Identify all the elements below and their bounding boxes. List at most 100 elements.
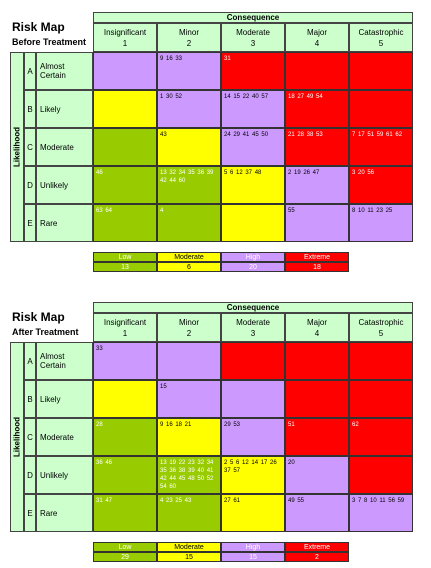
risk-cell	[221, 342, 285, 380]
row-name: Rare	[36, 494, 93, 532]
column-name: Major	[306, 318, 327, 327]
legend-label: Low	[93, 542, 157, 552]
risk-cell: 2 5 6 12 14 17 26 37 57	[221, 456, 285, 494]
legend-label: Extreme	[285, 542, 349, 552]
risk-cell: 31 47	[93, 494, 157, 532]
row-letter: B	[24, 380, 36, 418]
legend-label: Moderate	[157, 252, 221, 262]
legend-count: 20	[221, 262, 285, 272]
row-name: Almost Certain	[36, 342, 93, 380]
risk-cell: 62	[349, 418, 413, 456]
column-number: 2	[186, 329, 192, 338]
risk-cell	[93, 90, 157, 128]
column-name: Catastrophic	[358, 28, 404, 37]
risk-cell: 7 17 51 59 61 62	[349, 128, 413, 166]
risk-cell: 14 15 22 40 57	[221, 90, 285, 128]
likelihood-text: Likelihood	[12, 127, 22, 167]
column-name: Minor	[178, 28, 199, 37]
row-name: Moderate	[36, 418, 93, 456]
column-header: Minor 2	[157, 23, 221, 52]
column-name: Insignificant	[103, 28, 147, 37]
risk-cell	[157, 342, 221, 380]
column-header: Insignificant 1	[93, 23, 157, 52]
risk-cell: 43	[157, 128, 221, 166]
risk-cell: 9 16 18 21	[157, 418, 221, 456]
risk-cell: 4 23 25 43	[157, 494, 221, 532]
column-name: Minor	[178, 318, 199, 327]
map-title: Risk Map	[12, 20, 65, 34]
map-subtitle: After Treatment	[12, 327, 79, 337]
legend-label: High	[221, 542, 285, 552]
risk-cell	[349, 456, 413, 494]
risk-cell: 29 53	[221, 418, 285, 456]
risk-cell: 36 46	[93, 456, 157, 494]
risk-cell: 4	[157, 204, 221, 242]
row-name: Rare	[36, 204, 93, 242]
column-name: Catastrophic	[358, 318, 404, 327]
column-number: 4	[314, 329, 320, 338]
risk-cell: 21 28 38 53	[285, 128, 349, 166]
row-letter: A	[24, 52, 36, 90]
legend-label: Extreme	[285, 252, 349, 262]
risk-cell: 9 16 33	[157, 52, 221, 90]
map-subtitle: Before Treatment	[12, 37, 87, 47]
column-header: Catastrophic 5	[349, 313, 413, 342]
likelihood-text: Likelihood	[12, 417, 22, 457]
likelihood-label: Likelihood	[10, 342, 24, 532]
risk-cell: 13 19 22 23 32 34 35 36 38 39 40 41 42 4…	[157, 456, 221, 494]
risk-cell: 2 19 26 47	[285, 166, 349, 204]
consequence-header: Consequence	[93, 12, 413, 23]
risk-cell	[285, 52, 349, 90]
risk-cell: 1 30 52	[157, 90, 221, 128]
row-letter: D	[24, 166, 36, 204]
risk-cell	[221, 380, 285, 418]
legend-count: 6	[157, 262, 221, 272]
column-name: Major	[306, 28, 327, 37]
legend-count: 2	[285, 552, 349, 562]
column-number: 3	[250, 329, 256, 338]
risk-cell: 55	[285, 204, 349, 242]
column-number: 4	[314, 39, 320, 48]
risk-cell	[285, 380, 349, 418]
risk-cell	[221, 204, 285, 242]
row-letter: D	[24, 456, 36, 494]
legend-count: 18	[285, 262, 349, 272]
risk-cell: 63 64	[93, 204, 157, 242]
risk-cell: 31	[221, 52, 285, 90]
column-header: Moderate 3	[221, 313, 285, 342]
risk-cell: 8 10 11 23 25	[349, 204, 413, 242]
risk-cell: 18 27 49 54	[285, 90, 349, 128]
legend-count: 15	[157, 552, 221, 562]
risk-cell: 51	[285, 418, 349, 456]
likelihood-label: Likelihood	[10, 52, 24, 242]
row-name: Unlikely	[36, 166, 93, 204]
risk-cell: 3 20 56	[349, 166, 413, 204]
legend-count: 13	[93, 262, 157, 272]
consequence-header: Consequence	[93, 302, 413, 313]
column-header: Catastrophic 5	[349, 23, 413, 52]
risk-cell: 15	[157, 380, 221, 418]
risk-cell: 33	[93, 342, 157, 380]
row-letter: E	[24, 204, 36, 242]
risk-cell	[285, 342, 349, 380]
legend-label: Low	[93, 252, 157, 262]
column-name: Moderate	[236, 28, 270, 37]
row-letter: B	[24, 90, 36, 128]
legend-label: Moderate	[157, 542, 221, 552]
risk-cell	[93, 128, 157, 166]
risk-cell	[93, 52, 157, 90]
column-name: Insignificant	[103, 318, 147, 327]
row-letter: C	[24, 128, 36, 166]
column-number: 1	[122, 39, 128, 48]
risk-cell	[349, 342, 413, 380]
column-number: 2	[186, 39, 192, 48]
column-number: 1	[122, 329, 128, 338]
column-number: 5	[378, 329, 384, 338]
risk-cell	[349, 380, 413, 418]
legend-count: 15	[221, 552, 285, 562]
row-name: Almost Certain	[36, 52, 93, 90]
column-header: Major 4	[285, 313, 349, 342]
column-header: Moderate 3	[221, 23, 285, 52]
column-name: Moderate	[236, 318, 270, 327]
